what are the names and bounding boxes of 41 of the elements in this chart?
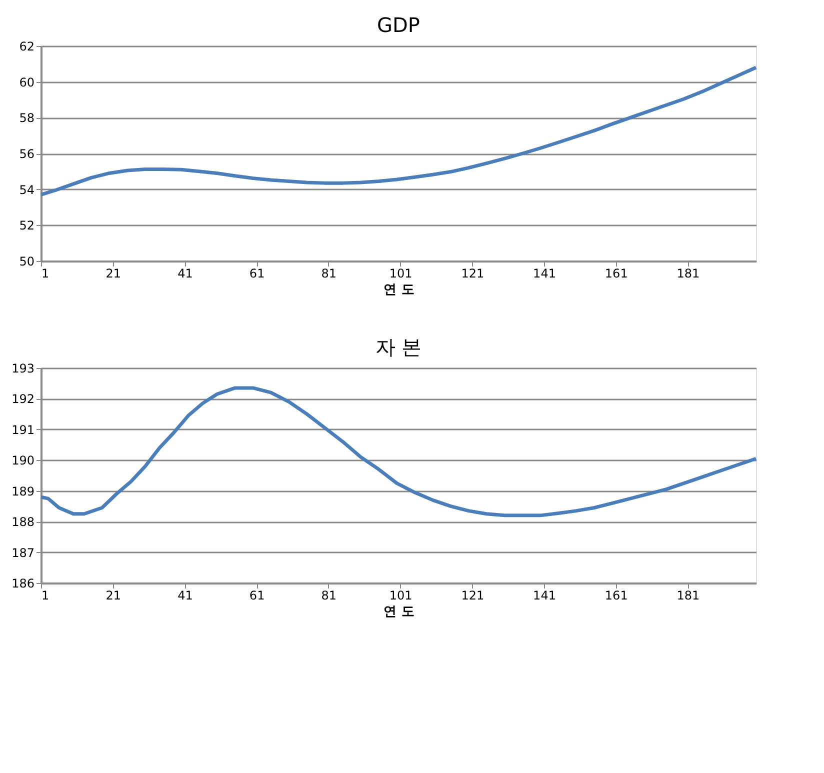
x-tick-label: 41 [178, 266, 193, 280]
x-tick-label: 161 [604, 266, 628, 280]
x-tick-label: 181 [676, 588, 700, 602]
y-tick-label: 193 [12, 362, 34, 376]
chart-title: GDP [377, 13, 420, 37]
x-tick-label: 21 [106, 588, 121, 602]
y-tick-label: 50 [19, 254, 34, 268]
chart-title: 자 본 [375, 335, 422, 359]
y-tick-label: 58 [19, 111, 34, 126]
y-tick-label: 188 [12, 515, 34, 530]
y-tick-label: 56 [19, 147, 34, 161]
y-tick-label: 191 [12, 422, 34, 437]
x-tick-label: 101 [389, 588, 412, 602]
x-tick-label: 1 [42, 266, 50, 280]
x-tick-label: 81 [321, 266, 337, 280]
x-tick-label: 21 [106, 266, 121, 280]
x-tick-label: 141 [533, 266, 556, 280]
x-axis-title: 연 도 [384, 282, 414, 298]
y-tick-label: 60 [19, 75, 34, 90]
x-tick-label: 61 [249, 588, 265, 602]
line-series [39, 386, 758, 518]
y-tick-label: 189 [12, 484, 34, 498]
x-tick-label: 121 [461, 588, 484, 602]
x-tick-label: 121 [461, 266, 484, 280]
x-tick-label: 101 [389, 266, 412, 280]
y-tick-label: 186 [12, 576, 34, 590]
y-tick-label: 187 [12, 546, 34, 560]
x-tick-label: 161 [604, 588, 628, 602]
x-tick-label: 141 [533, 588, 556, 602]
x-tick-label: 81 [321, 588, 337, 602]
x-tick-label: 41 [178, 588, 193, 602]
x-axis-title: 연 도 [384, 604, 414, 620]
line-series [39, 66, 758, 196]
y-tick-label: 192 [12, 392, 34, 406]
x-tick-label: 1 [42, 588, 50, 602]
y-tick-label: 190 [12, 454, 34, 468]
x-tick-label: 181 [676, 266, 700, 280]
y-tick-label: 62 [19, 40, 34, 54]
x-tick-label: 61 [249, 266, 265, 280]
y-tick-label: 54 [19, 182, 34, 197]
y-tick-label: 52 [19, 218, 34, 233]
